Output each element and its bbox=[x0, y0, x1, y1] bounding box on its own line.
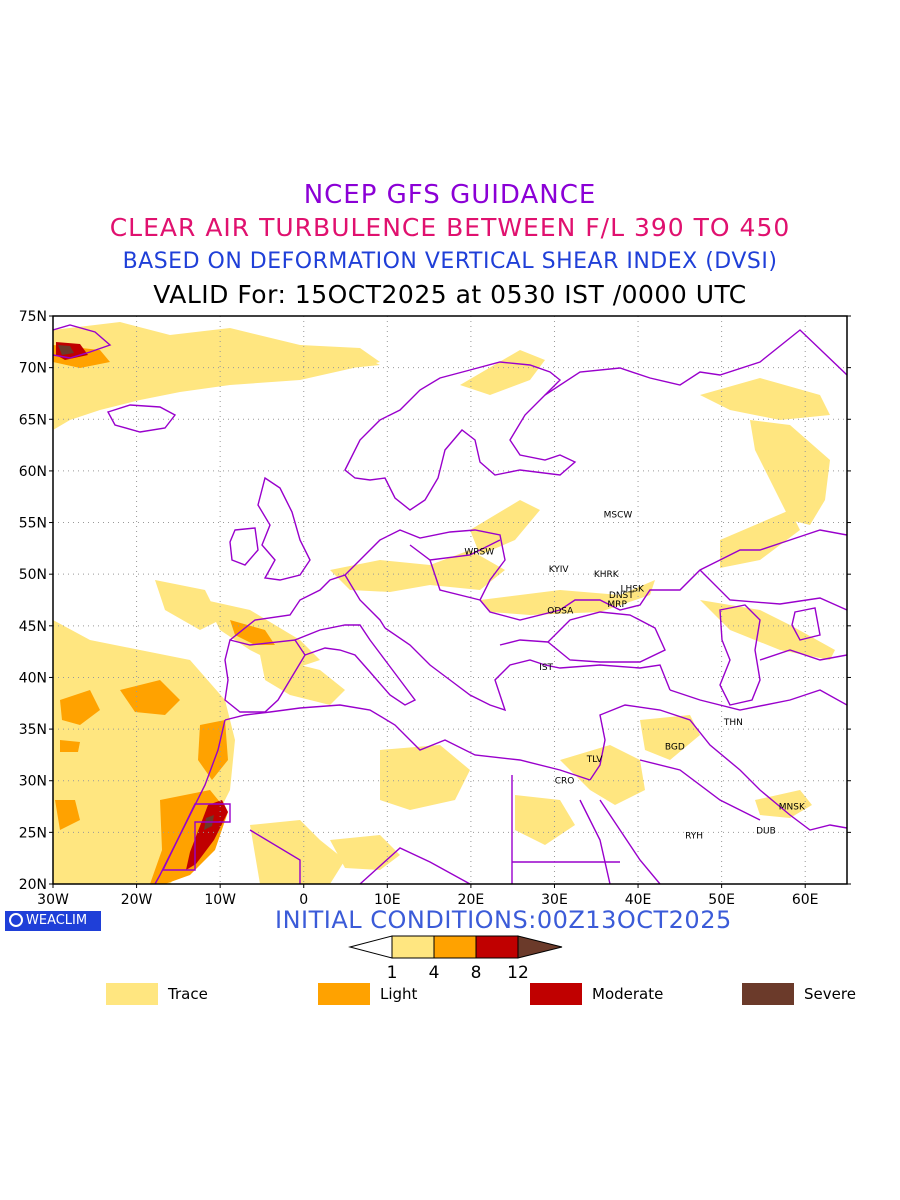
city-label-mnsk: MNSK bbox=[779, 803, 806, 813]
city-label-bgd: BGD bbox=[665, 743, 685, 753]
colorbar: 1 4 8 12 bbox=[348, 935, 563, 983]
city-label-dub: DUB bbox=[756, 826, 776, 836]
city-label-cro: CRO bbox=[555, 777, 575, 787]
legend-swatch bbox=[742, 983, 794, 1005]
lat-tick-label: 35N bbox=[19, 722, 47, 738]
chart-subtitle: CLEAR AIR TURBULENCE BETWEEN F/L 390 TO … bbox=[109, 213, 791, 242]
coastlines bbox=[53, 324, 847, 884]
lat-tick-label: 75N bbox=[19, 309, 47, 325]
lat-tick-label: 40N bbox=[19, 670, 47, 686]
city-label-tlv: TLV bbox=[586, 755, 604, 765]
city-label-dnst: DNST bbox=[609, 591, 634, 601]
colorbar-under bbox=[348, 935, 393, 959]
legend-swatch bbox=[318, 983, 370, 1005]
lat-tick-label: 50N bbox=[19, 567, 47, 583]
city-label-khrk: KHRK bbox=[594, 570, 620, 580]
colorbar-tick: 12 bbox=[507, 963, 529, 983]
city-label-ist: IST bbox=[539, 663, 553, 673]
lon-tick-label: 30E bbox=[541, 892, 568, 908]
lon-tick-label: 60E bbox=[792, 892, 819, 908]
city-label-kyiv: KYIV bbox=[549, 565, 570, 575]
lon-tick-label: 30W bbox=[37, 892, 69, 908]
lon-tick-label: 40E bbox=[625, 892, 652, 908]
colorbar-trace bbox=[391, 935, 435, 959]
colorbar-tick: 4 bbox=[429, 963, 440, 983]
legend-label: Light bbox=[380, 985, 418, 1003]
lat-tick-label: 45N bbox=[19, 619, 47, 635]
lon-tick-label: 20E bbox=[458, 892, 485, 908]
turbulence-shading bbox=[53, 322, 835, 884]
colorbar-severe bbox=[517, 935, 563, 959]
city-label-wrsw: WRSW bbox=[464, 547, 494, 557]
lat-tick-label: 70N bbox=[19, 361, 47, 377]
chart-method: BASED ON DEFORMATION VERTICAL SHEAR INDE… bbox=[122, 249, 778, 274]
colorbar-tick: 8 bbox=[471, 963, 482, 983]
lat-tick-label: 55N bbox=[19, 516, 47, 532]
lat-tick-label: 60N bbox=[19, 464, 47, 480]
legend-swatch bbox=[106, 983, 158, 1005]
legend-swatch bbox=[530, 983, 582, 1005]
colorbar-light bbox=[433, 935, 477, 959]
city-label-lhsk: LHSK bbox=[620, 585, 644, 595]
initial-conditions: INITIAL CONDITIONS:00Z13OCT2025 bbox=[275, 906, 732, 934]
city-label-ryh: RYH bbox=[685, 831, 703, 841]
city-label-mscw: MSCW bbox=[604, 510, 633, 520]
legend-label: Moderate bbox=[592, 985, 664, 1003]
city-label-thn: THN bbox=[723, 718, 743, 728]
legend-label: Trace bbox=[168, 985, 208, 1003]
colorbar-moderate bbox=[475, 935, 519, 959]
lat-tick-label: 25N bbox=[19, 825, 47, 841]
plot-frame bbox=[52, 315, 848, 885]
weaclim-logo: WEACLIM bbox=[5, 911, 101, 931]
lon-tick-label: 10W bbox=[204, 892, 236, 908]
lon-tick-label: 50E bbox=[708, 892, 735, 908]
lon-tick-label: 20W bbox=[121, 892, 153, 908]
valid-time: VALID For: 15OCT2025 at 0530 IST /0000 U… bbox=[153, 280, 747, 309]
lat-tick-label: 20N bbox=[19, 877, 47, 893]
legend-label: Severe bbox=[804, 985, 856, 1003]
lon-tick-label: 10E bbox=[374, 892, 401, 908]
lon-tick-label: 0 bbox=[299, 892, 308, 908]
logo-text: WEACLIM bbox=[26, 913, 88, 928]
colorbar-tick: 1 bbox=[387, 963, 398, 983]
lat-tick-label: 30N bbox=[19, 774, 47, 790]
city-label-odsa: ODSA bbox=[547, 606, 574, 616]
chart-title: NCEP GFS GUIDANCE bbox=[303, 180, 597, 210]
lat-tick-label: 65N bbox=[19, 412, 47, 428]
city-label-mrp: MRP bbox=[607, 600, 627, 610]
logo-ring-icon bbox=[9, 913, 23, 927]
